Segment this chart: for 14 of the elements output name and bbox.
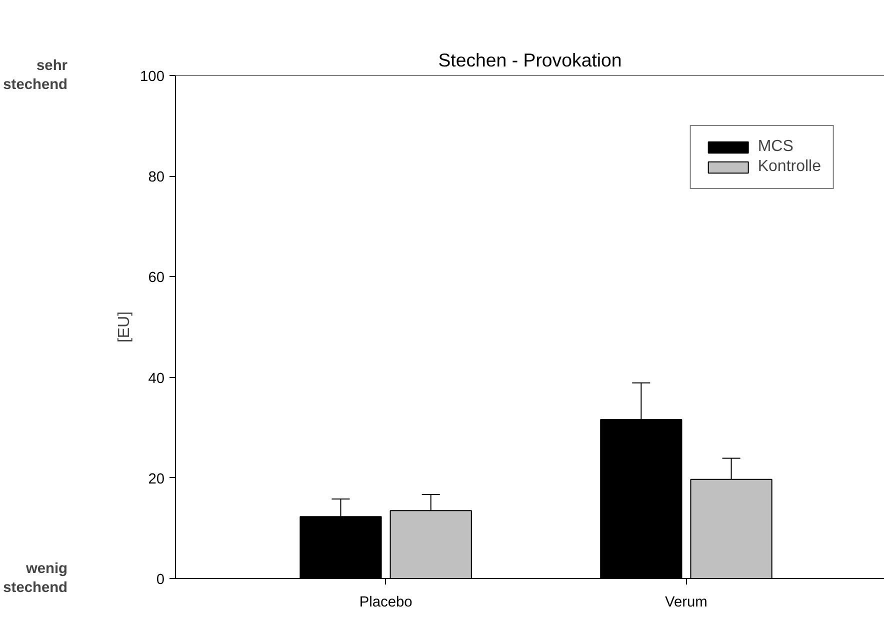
y-tick-label: 60 bbox=[148, 270, 165, 286]
chart-title: Stechen - Provokation bbox=[438, 50, 622, 70]
y-tick-label: 40 bbox=[148, 370, 165, 387]
legend-label: MCS bbox=[758, 138, 794, 156]
legend-label: Kontrolle bbox=[758, 158, 821, 176]
y-tick-label: 80 bbox=[148, 170, 165, 186]
y-tick-label: 100 bbox=[140, 69, 165, 85]
y-tick-label: 0 bbox=[156, 572, 165, 588]
text: sehr stechend bbox=[3, 58, 68, 94]
y-axis-title: [EU] bbox=[116, 311, 134, 343]
y-tick-label: 20 bbox=[148, 471, 165, 488]
text: wenig stechend bbox=[3, 560, 68, 596]
x-tick-label: Placebo bbox=[359, 594, 412, 610]
x-tick-label: Verum bbox=[665, 594, 708, 610]
